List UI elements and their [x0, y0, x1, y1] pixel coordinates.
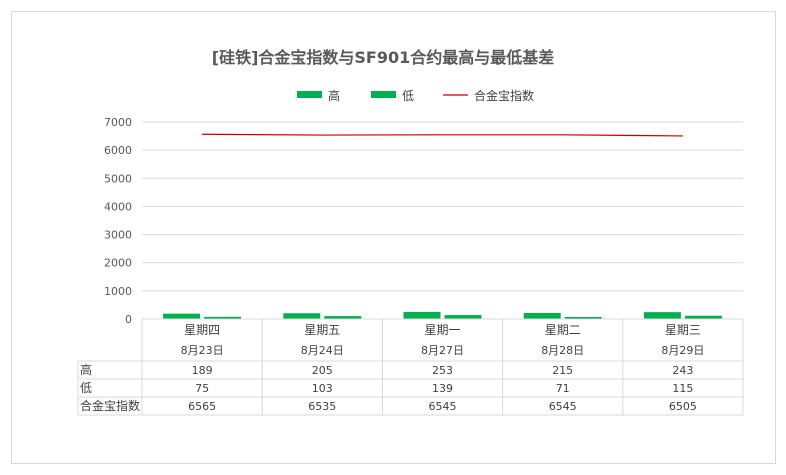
bar-低 [684, 315, 722, 319]
y-axis: 0 1000 2000 3000 4000 5000 6000 7000 [104, 116, 132, 326]
category-label: 星期三 [665, 323, 701, 337]
y-tick-label: 7000 [104, 116, 132, 129]
legend-label: 高 [328, 88, 340, 103]
table-cell: 6505 [669, 400, 697, 413]
index-line [202, 133, 683, 137]
y-tick-label: 3000 [104, 229, 132, 242]
bar-低 [324, 316, 362, 319]
table-cell: 71 [556, 382, 570, 395]
y-tick-label: 4000 [104, 200, 132, 213]
category-label: 星期四 [184, 323, 220, 337]
table-cell: 103 [312, 382, 333, 395]
legend-label: 合金宝指数 [474, 88, 534, 103]
y-tick-label: 6000 [104, 144, 132, 157]
bar-低 [444, 315, 482, 319]
table-cell: 139 [432, 382, 453, 395]
bar-高 [523, 312, 561, 319]
gridlines [142, 121, 743, 320]
y-tick-label: 5000 [104, 172, 132, 185]
legend-label: 低 [402, 89, 414, 103]
table-cell: 6545 [549, 400, 577, 413]
table-cell: 6565 [188, 400, 216, 413]
bar-低 [204, 316, 242, 319]
table-cell: 215 [552, 364, 573, 377]
y-tick-label: 1000 [104, 285, 132, 298]
bar-高 [163, 313, 201, 319]
legend: 高 低 合金宝指数 [297, 88, 534, 103]
bar-高 [403, 311, 441, 319]
bar-高 [643, 312, 681, 319]
table-cell: 6545 [429, 400, 457, 413]
legend-swatch [297, 91, 322, 98]
bar-高 [283, 313, 321, 319]
table-cell: 115 [672, 382, 693, 395]
chart-frame [11, 11, 776, 464]
table-cell: 243 [672, 364, 693, 377]
y-tick-label: 2000 [104, 257, 132, 270]
date-label: 8月23日 [181, 344, 224, 357]
category-label: 星期二 [545, 323, 581, 337]
bars [163, 311, 722, 319]
table-cell: 189 [192, 364, 213, 377]
bar-低 [564, 317, 602, 319]
y-tick-label: 0 [125, 313, 132, 326]
legend-swatch [371, 91, 396, 98]
category-label: 星期一 [424, 323, 460, 337]
date-label: 8月29日 [661, 344, 704, 357]
date-label: 8月27日 [421, 344, 464, 357]
date-label: 8月24日 [301, 344, 344, 357]
table-cell: 75 [195, 382, 209, 395]
table-cell: 6535 [308, 400, 336, 413]
category-label: 星期五 [304, 323, 340, 337]
line-series [202, 133, 683, 137]
chart-title: [硅铁]合金宝指数与SF901合约最高与最低基差 [212, 48, 554, 67]
table-cell: 253 [432, 364, 453, 377]
table-row-label: 低 [80, 381, 92, 395]
table-row-label: 高 [80, 362, 92, 377]
data-table: 星期四 8月23日 星期五 8月24日 星期一 8月27日 星期二 8月28日 星期三 8月29日… [77, 318, 744, 416]
table-cell: 205 [312, 364, 333, 377]
table-row-label: 合金宝指数 [80, 398, 140, 413]
date-label: 8月28日 [541, 344, 584, 357]
